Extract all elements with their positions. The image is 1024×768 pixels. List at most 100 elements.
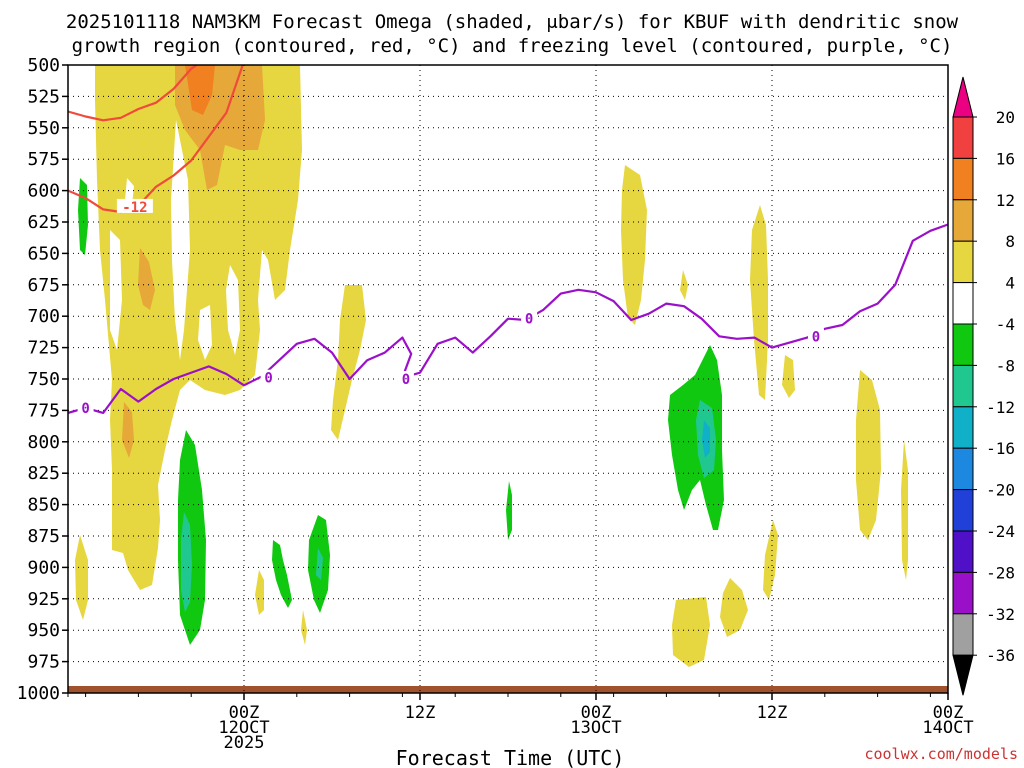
contour-label-bg — [260, 369, 277, 384]
colorbar-swatch — [952, 282, 974, 325]
contour-lines — [68, 65, 948, 414]
contour-labels: 0 0 0 0 0 -12 — [77, 198, 824, 417]
colorbar-label: -28 — [986, 563, 1015, 582]
y-tick-label: 750 — [27, 369, 60, 390]
contour-label: 0 — [264, 371, 272, 387]
colorbar-swatch — [952, 489, 974, 532]
colorbar-swatch — [952, 571, 974, 615]
x-tick-label: 12OCT — [218, 718, 269, 738]
colorbar-label: 20 — [996, 108, 1015, 127]
x-tick-label: 12Z — [405, 703, 436, 723]
omega-region-4-8-e — [782, 355, 795, 398]
y-tick-label: 550 — [27, 118, 60, 139]
x-axis-label: Forecast Time (UTC) — [396, 746, 625, 768]
colorbar-swatch — [952, 530, 974, 573]
colorbar-swatch — [952, 406, 974, 449]
y-axis: 500 525 550 575 600 625 650 675 700 725 750 775 800 8… — [17, 55, 68, 704]
y-tick-label: 875 — [27, 526, 60, 547]
x-tick-label: 00Z — [229, 703, 260, 723]
y-tick-label: 650 — [27, 243, 60, 264]
colorbar-label: -8 — [996, 356, 1015, 375]
omega-region-neg12-neg16 — [702, 420, 710, 458]
colorbar-label: 16 — [996, 149, 1015, 168]
omega-region-4-8-c — [621, 165, 647, 325]
x-tick-label: 13OCT — [570, 718, 621, 738]
y-tick-label: 900 — [27, 557, 60, 578]
omega-region-4-8-b — [331, 285, 366, 440]
colorbar-label: -12 — [986, 398, 1015, 417]
colorbar-swatch — [952, 323, 974, 366]
omega-hole-c — [226, 265, 240, 355]
gridlines — [68, 65, 949, 693]
y-tick-label: 500 — [27, 55, 60, 76]
y-tick-label: 725 — [27, 338, 60, 359]
omega-region-4-8-i — [720, 578, 748, 637]
contour-label-bg — [521, 310, 538, 325]
omega-region-12-16-a — [185, 65, 215, 115]
chart-title-line1: 2025101118 NAM3KM Forecast Omega (shaded… — [66, 11, 959, 33]
colorbar-label: -32 — [986, 605, 1015, 624]
colorbar-label: -36 — [986, 646, 1015, 665]
y-tick-label: 625 — [27, 212, 60, 233]
contour-label: 0 — [402, 372, 410, 388]
colorbar-swatch — [952, 157, 974, 201]
omega-region-4-8-n — [680, 270, 688, 300]
x-tick-label: 12Z — [757, 703, 788, 723]
y-tick-label: 800 — [27, 432, 60, 453]
colorbar-label: -16 — [986, 439, 1015, 458]
contour-label-bg — [808, 328, 824, 343]
colorbar-label: 4 — [1005, 274, 1015, 293]
colorbar-swatch — [952, 364, 974, 408]
contour-label: 0 — [81, 401, 89, 417]
colorbar-label: -4 — [996, 315, 1015, 334]
colorbar-swatch — [952, 240, 974, 284]
omega-hole-e — [198, 305, 212, 360]
chart-title-line2: growth region (contoured, red, °C) and f… — [72, 35, 953, 57]
omega-region-neg8-neg12-b — [316, 548, 323, 580]
omega-hole-a — [171, 120, 190, 360]
omega-region-8-12-b — [138, 248, 155, 310]
omega-region-4-8-h — [672, 597, 710, 667]
omega-hole-d — [125, 178, 134, 205]
omega-region-neg4-neg8-f — [668, 345, 724, 530]
contour-label: 0 — [525, 312, 533, 328]
y-tick-label: 1000 — [17, 683, 60, 704]
plot-area: 0 0 0 0 0 -12 — [67, 64, 949, 694]
omega-region-4-8-g — [901, 440, 908, 580]
colorbar: 20 16 12 8 4 -4 -8 -12 -16 -20 -24 -28 -32 -36 — [952, 76, 1015, 696]
colorbar-swatch — [952, 199, 974, 242]
surface-band — [68, 686, 948, 693]
y-tick-label: 525 — [27, 86, 60, 107]
y-tick-label: 950 — [27, 620, 60, 641]
colorbar-label: -24 — [986, 522, 1015, 541]
colorbar-swatch — [952, 447, 974, 491]
omega-region-neg8-neg12-a — [181, 512, 192, 612]
y-tick-label: 575 — [27, 149, 60, 170]
y-tick-label: 700 — [27, 306, 60, 327]
omega-region-4-8-f — [856, 370, 881, 540]
contour-line-0 — [68, 223, 948, 414]
credit-text: coolwx.com/models — [864, 745, 1018, 763]
omega-shading — [75, 65, 908, 667]
x-tick-label: 00Z — [933, 703, 964, 723]
x-tick-label: 2025 — [224, 733, 265, 753]
y-tick-label: 850 — [27, 495, 60, 516]
colorbar-label: 8 — [1005, 232, 1015, 251]
y-tick-label: 600 — [27, 181, 60, 202]
omega-region-neg4-neg8-c — [272, 540, 292, 608]
colorbar-top-arrow — [952, 76, 974, 118]
y-tick-label: 925 — [27, 589, 60, 610]
y-tick-label: 825 — [27, 463, 60, 484]
contour-label-bg — [397, 371, 414, 385]
omega-region-4-8-j — [763, 520, 778, 600]
colorbar-label: 12 — [996, 191, 1015, 210]
colorbar-swatch — [952, 613, 974, 656]
omega-region-4-8-l — [255, 570, 264, 615]
colorbar-swatch — [952, 116, 974, 159]
omega-region-8-12-c — [122, 402, 134, 458]
x-tick-label: 00Z — [581, 703, 612, 723]
contour-label: -12 — [122, 200, 147, 216]
y-tick-label: 775 — [27, 400, 60, 421]
